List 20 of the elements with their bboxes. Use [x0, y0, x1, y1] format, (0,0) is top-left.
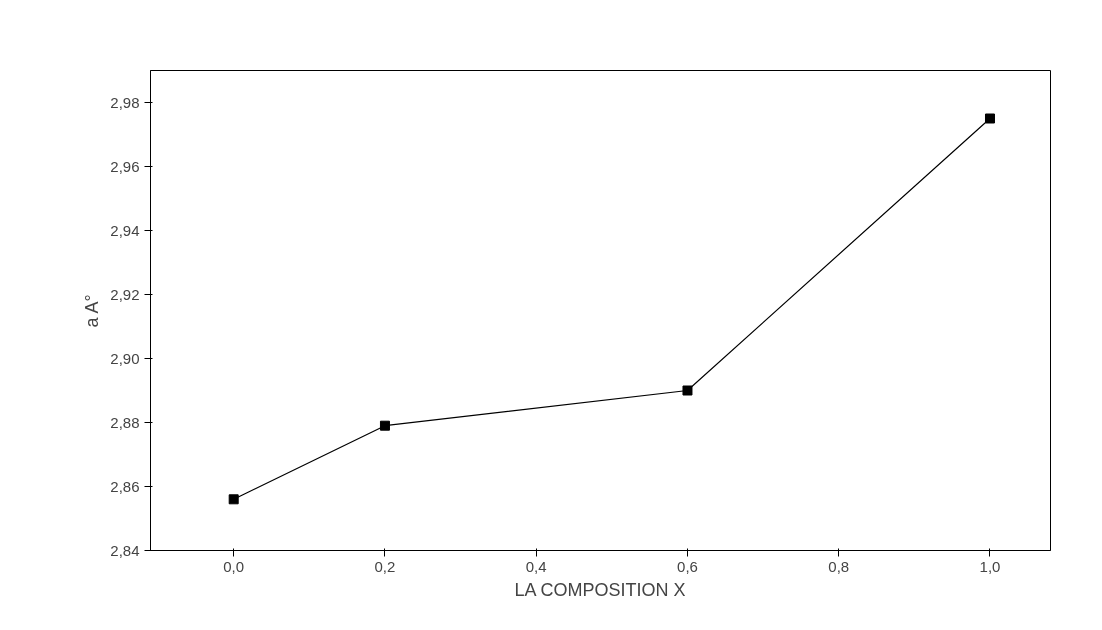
y-tick-label: 2,92 — [110, 285, 140, 303]
y-tick-label: 2,86 — [110, 477, 140, 495]
y-tick-label: 2,84 — [110, 541, 140, 559]
x-tick-label: 0,8 — [828, 557, 850, 575]
x-tick-label: 0,6 — [677, 557, 698, 575]
y-tick-label: 2,90 — [110, 349, 140, 367]
point — [228, 494, 239, 505]
y-tick-label: 2,88 — [110, 413, 140, 431]
x-tick-label: 0,0 — [223, 557, 245, 575]
x-axis-title: LA COMPOSITION X — [514, 579, 686, 600]
point — [379, 420, 390, 431]
x-tick-label: 0,4 — [525, 557, 547, 575]
point — [682, 385, 693, 396]
point — [985, 113, 995, 124]
y-axis-title: a A° — [82, 294, 103, 328]
y-tick-label: 2,96 — [110, 157, 140, 175]
y-tick-label: 2,98 — [110, 93, 140, 111]
x-tick-label: 1,0 — [979, 557, 1001, 575]
y-tick-label: 2,94 — [110, 221, 140, 239]
x-tick-label: 0,2 — [374, 557, 396, 575]
